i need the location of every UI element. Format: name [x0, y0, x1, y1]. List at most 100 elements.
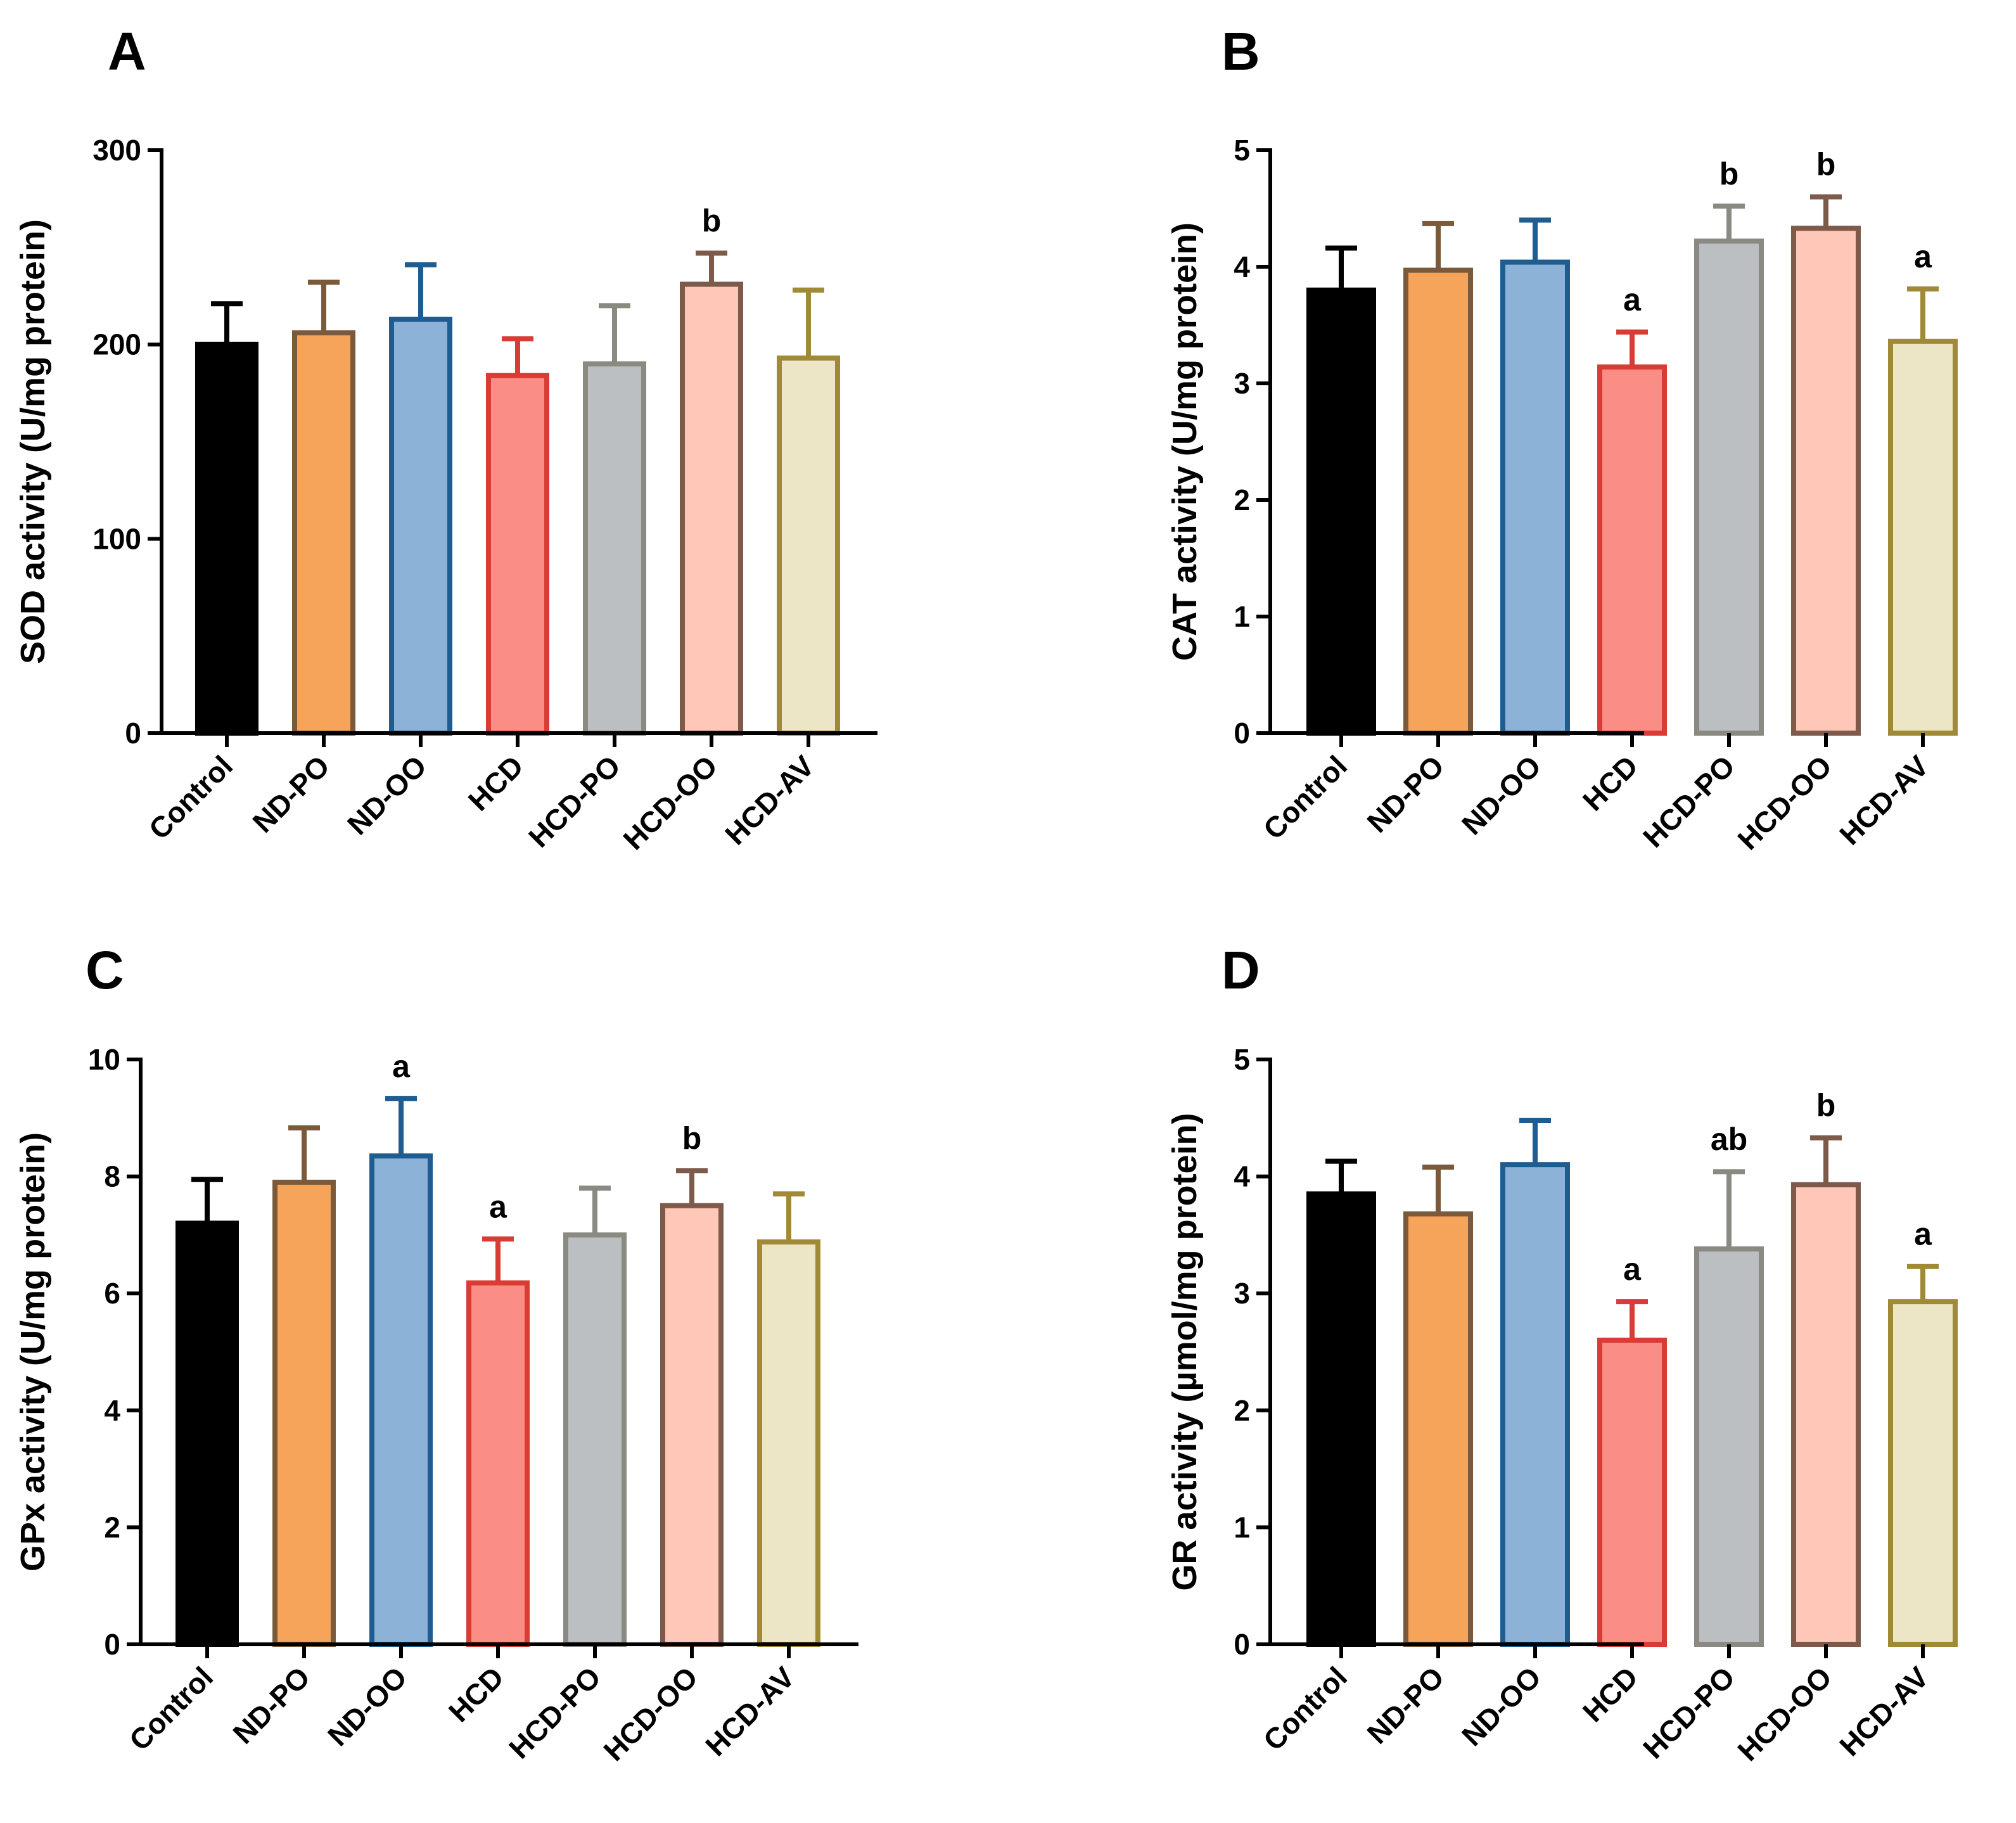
y-tick-label: 10	[88, 1043, 120, 1076]
category-label: HCD-OO	[597, 1660, 704, 1767]
bar-hcd-av	[1888, 1299, 1958, 1647]
chart-panel-a: A SOD activity (U/mg protein) Control ND-PO…	[14, 22, 877, 856]
category-label: HCD-AV	[1833, 1660, 1935, 1762]
bar-nd-oo	[389, 316, 452, 736]
y-tick-label: 0	[104, 1628, 120, 1661]
panel-letter: B	[1222, 22, 1260, 81]
y-tick-label: 1	[1234, 1511, 1250, 1544]
category-label: ND-PO	[1360, 1660, 1450, 1750]
category-label: Control	[143, 749, 239, 845]
y-tick-label: 0	[125, 717, 141, 750]
category-label: ND-PO	[226, 1660, 316, 1750]
category-label: ND-OO	[1455, 749, 1547, 841]
y-tick-label: 3	[1234, 1277, 1250, 1310]
category-label: HCD-AV	[1833, 749, 1935, 851]
y-tick-label: 6	[104, 1277, 120, 1310]
bar-hcd-av	[777, 355, 840, 736]
category-label: HCD	[462, 749, 530, 817]
category-label: HCD-PO	[522, 749, 627, 854]
category-label: HCD-AV	[718, 749, 820, 851]
category-label: HCD-OO	[1731, 749, 1838, 856]
bar-nd-po	[1403, 267, 1473, 736]
bar-hcd-oo	[660, 1203, 724, 1647]
y-tick-label: 4	[1234, 1160, 1250, 1193]
bar-control	[195, 342, 258, 736]
significance-label: a	[1623, 1251, 1642, 1287]
significance-label: b	[1719, 156, 1739, 191]
significance-label: a	[1623, 282, 1642, 317]
y-tick-label: 300	[93, 134, 141, 167]
y-axis-label: CAT activity (U/mg protein)	[1166, 222, 1204, 661]
bar-nd-oo	[369, 1153, 433, 1647]
chart-panel-d: DGR activity (µmol/mg protein)Control ND-…	[1166, 940, 1958, 1767]
significance-label: b	[1816, 1088, 1836, 1123]
panel-letter: C	[86, 940, 124, 1000]
bar-hcd	[466, 1280, 530, 1647]
panel-letter: A	[108, 22, 146, 81]
y-tick-label: 0	[1234, 1628, 1250, 1661]
category-label: ND-OO	[321, 1660, 413, 1752]
bar-control	[1306, 1191, 1376, 1647]
category-label: HCD	[1576, 749, 1644, 817]
y-tick-label: 3	[1234, 367, 1250, 400]
category-label: HCD-OO	[616, 749, 724, 856]
bar-hcd-av	[757, 1239, 820, 1647]
bar-hcd	[486, 373, 549, 736]
y-tick-label: 5	[1234, 134, 1250, 167]
category-label: HCD-PO	[1636, 1660, 1741, 1765]
panel-letter: D	[1222, 940, 1260, 1000]
y-tick-label: 5	[1234, 1043, 1250, 1076]
y-tick-label: 4	[104, 1394, 120, 1427]
category-label: HCD-AV	[699, 1660, 801, 1762]
chart-panel-c: C GPx activity (U/mg protein) Control ND-PO…	[14, 940, 858, 1767]
y-tick-label: 2	[104, 1511, 120, 1544]
bar-hcd-po	[1694, 238, 1764, 736]
y-tick-label: 2	[1234, 483, 1250, 516]
category-label: ND-PO	[1360, 749, 1450, 839]
bar-nd-po	[1403, 1211, 1473, 1647]
y-tick-label: 0	[1234, 717, 1250, 750]
category-label: Control	[1257, 749, 1353, 845]
y-tick-label: 1	[1234, 600, 1250, 633]
y-axis-label: GR activity (µmol/mg protein)	[1166, 1113, 1204, 1590]
significance-label: ab	[1711, 1122, 1747, 1157]
bar-control	[175, 1220, 239, 1647]
bar-nd-oo	[1500, 1162, 1570, 1647]
y-tick-label: 2	[1234, 1394, 1250, 1427]
bar-nd-po	[292, 330, 355, 736]
chart-panel-b: B CAT activity (U/mg protein) Control ND-PO…	[1166, 22, 1958, 856]
y-axis-label: SOD activity (U/mg protein)	[14, 219, 52, 664]
y-tick-label: 8	[104, 1160, 120, 1193]
category-label: HCD	[1576, 1660, 1644, 1728]
bar-hcd-po	[563, 1232, 627, 1647]
bar-nd-po	[272, 1179, 336, 1647]
significance-label: a	[489, 1189, 507, 1224]
category-label: Control	[123, 1660, 219, 1756]
bar-hcd-oo	[1791, 226, 1861, 736]
significance-label: a	[1914, 1217, 1932, 1252]
significance-label: b	[702, 203, 722, 239]
bar-hcd-oo	[1791, 1182, 1861, 1647]
y-axis-label: GPx activity (U/mg protein)	[14, 1132, 52, 1571]
category-label: HCD-OO	[1731, 1660, 1838, 1767]
bar-nd-oo	[1500, 259, 1570, 736]
category-label: HCD-PO	[1636, 749, 1741, 854]
category-label: ND-PO	[246, 749, 336, 839]
significance-label: b	[1816, 147, 1836, 182]
bar-hcd	[1597, 364, 1667, 736]
category-label: HCD-PO	[502, 1660, 607, 1765]
bar-hcd-av	[1888, 338, 1958, 736]
category-label: ND-OO	[341, 749, 433, 841]
bar-hcd-po	[583, 361, 646, 736]
y-tick-label: 4	[1234, 250, 1250, 283]
category-label: Control	[1257, 1660, 1353, 1756]
category-label: ND-OO	[1455, 1660, 1547, 1752]
category-label: HCD	[442, 1660, 510, 1728]
bar-control	[1306, 287, 1376, 736]
bar-hcd-po	[1694, 1246, 1764, 1647]
significance-label: b	[682, 1120, 702, 1156]
bar-hcd	[1597, 1338, 1667, 1647]
significance-label: a	[392, 1049, 411, 1084]
significance-label: a	[1914, 239, 1932, 274]
